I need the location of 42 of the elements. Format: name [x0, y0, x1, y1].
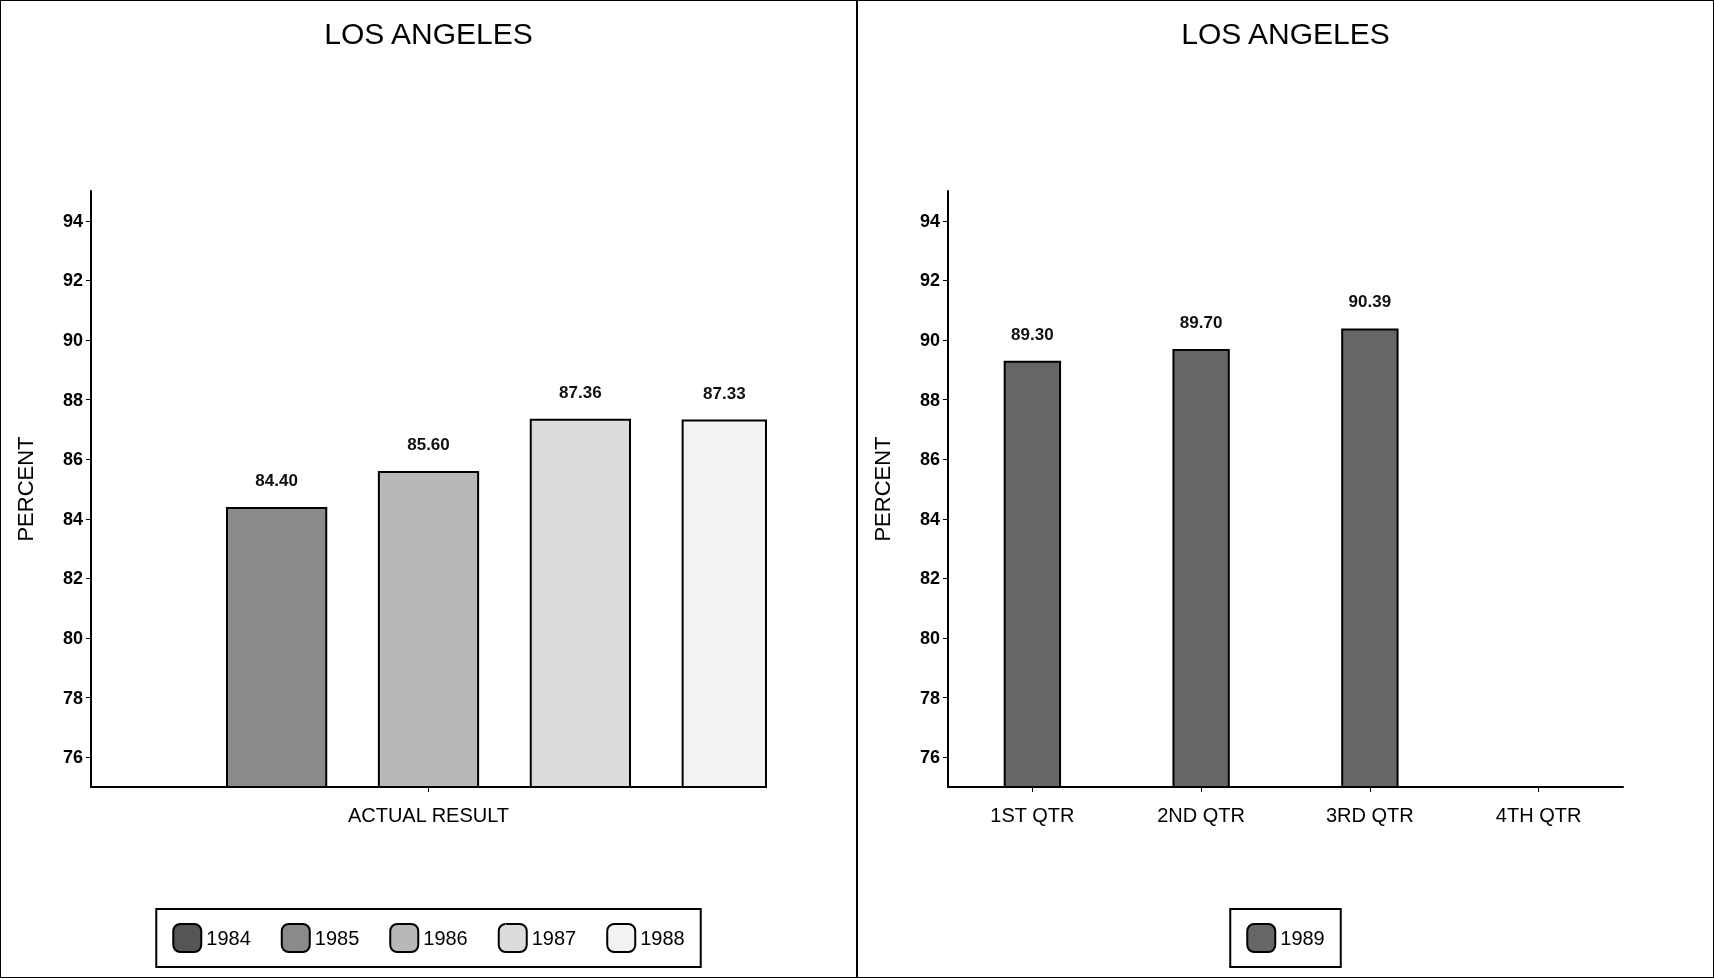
data-label: 89.70: [1179, 312, 1223, 332]
x-tick-label: ACTUAL RESULT: [347, 804, 510, 826]
y-tick-label: 94: [919, 210, 940, 231]
y-tick-label: 80: [62, 628, 83, 648]
y-tick-label: 82: [62, 568, 83, 589]
y-tick-label: 90: [919, 330, 940, 350]
y-tick-label: 78: [919, 687, 940, 708]
y-axis-title: PERCENT: [869, 436, 895, 542]
legend-label: 1988: [640, 927, 685, 949]
x-tick-label: 4TH QTR: [1495, 804, 1582, 826]
data-label: 84.40: [255, 470, 298, 490]
data-label: 85.60: [407, 435, 450, 455]
y-tick-label: 92: [919, 270, 940, 291]
legend-label: 1985: [314, 927, 360, 949]
y-tick-label: 90: [62, 330, 83, 350]
legend-label: 1987: [531, 927, 577, 949]
y-tick-label: 76: [919, 747, 940, 768]
data-label: 89.30: [1011, 324, 1054, 344]
x-tick-label: 1ST QTR: [990, 804, 1075, 826]
y-axis-title: PERCENT: [12, 436, 38, 542]
chart-title: LOS ANGELES: [324, 16, 533, 50]
y-tick-label: 86: [62, 449, 83, 470]
data-label: 90.39: [1348, 292, 1392, 312]
y-tick-label: 84: [919, 508, 940, 529]
x-tick-label: 3RD QTR: [1325, 804, 1414, 826]
legend-label: 1986: [423, 927, 468, 949]
chart-title: LOS ANGELES: [1181, 16, 1390, 50]
y-tick-label: 88: [62, 389, 83, 410]
legend-label: 1984: [206, 927, 251, 949]
y-tick-label: 94: [62, 210, 83, 231]
data-label: 87.33: [703, 383, 746, 403]
y-tick-label: 86: [919, 449, 940, 470]
y-tick-label: 92: [62, 270, 83, 291]
x-tick-label: 2ND QTR: [1157, 804, 1246, 826]
y-tick-label: 82: [919, 568, 940, 589]
y-tick-label: 78: [62, 687, 83, 708]
y-tick-label: 76: [62, 747, 83, 768]
y-tick-label: 80: [919, 628, 940, 648]
legend-label: 1989: [1280, 927, 1325, 949]
y-tick-label: 84: [62, 508, 83, 529]
data-label: 87.36: [559, 382, 602, 402]
y-tick-label: 88: [919, 389, 940, 410]
